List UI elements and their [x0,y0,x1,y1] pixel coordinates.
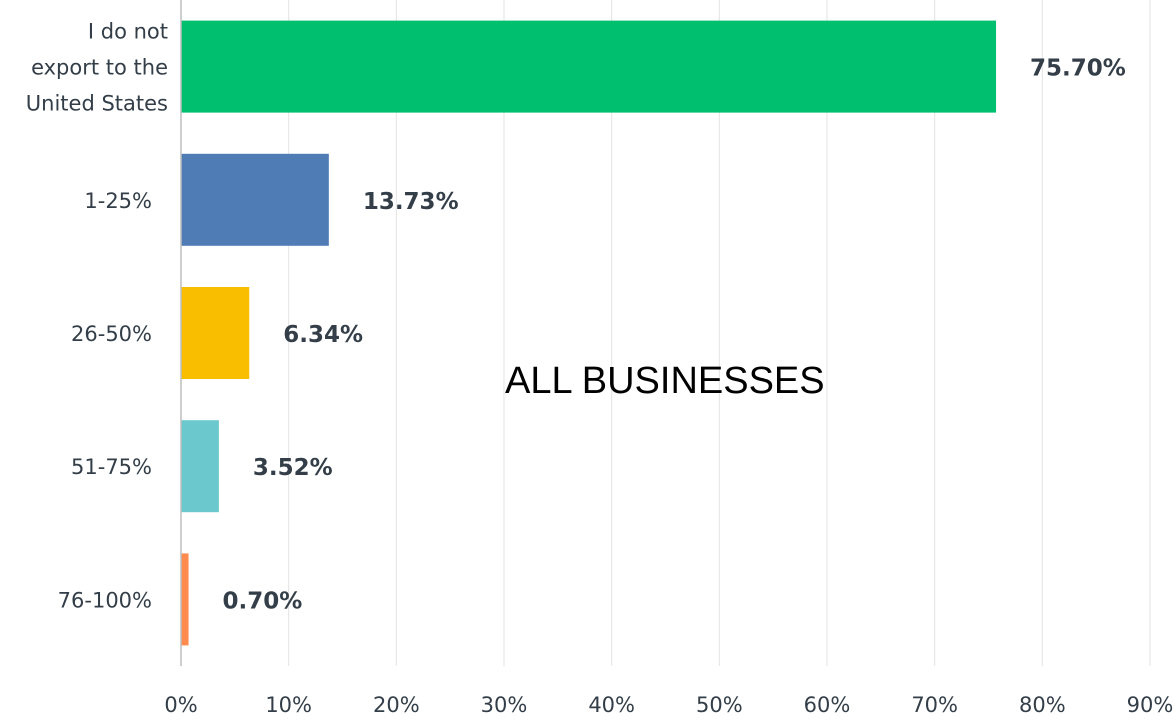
category-label: I do not [88,20,168,44]
category-labels: I do not export to the United States 1-25% 2… [26,20,168,613]
bar [181,287,250,379]
x-tick-label: 80% [1019,693,1066,717]
value-label: 13.73% [363,189,459,215]
x-tick-label: 60% [804,693,851,717]
value-label: 3.52% [253,455,333,481]
value-labels: 75.70% 13.73% 6.34% 3.52% 0.70% [223,56,1126,615]
x-tick-label: 50% [696,693,743,717]
bar [181,153,329,246]
x-tick-label: 40% [588,693,635,717]
x-axis-tick-labels: 0% 10% 20% 30% 40% 50% 60% 70% 80% 90% [164,693,1173,717]
category-label: export to the [31,56,168,80]
x-tick-label: 20% [373,693,420,717]
bars [181,20,997,646]
x-tick-label: 30% [481,693,528,717]
x-tick-label: 0% [164,693,197,717]
x-tick-label: 90% [1127,693,1174,717]
bar [181,20,997,113]
category-label: 26-50% [71,322,152,346]
bar [181,420,219,513]
category-label: 1-25% [84,189,152,213]
value-label: 0.70% [223,588,303,614]
x-tick-label: 70% [911,693,958,717]
bar [181,553,189,646]
chart-annotation: ALL BUSINESSES [505,360,825,402]
value-label: 75.70% [1030,56,1126,82]
category-label: 51-75% [71,455,152,479]
value-label: 6.34% [283,322,363,348]
category-label: United States [26,92,168,116]
x-tick-label: 10% [265,693,312,717]
category-label: 76-100% [58,588,152,612]
